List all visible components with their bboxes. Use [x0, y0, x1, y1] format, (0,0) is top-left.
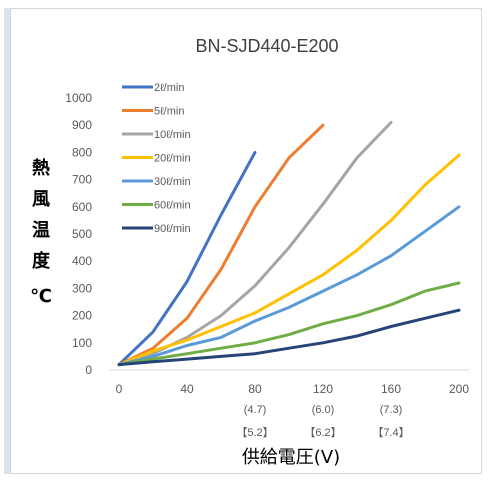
series-line — [117, 123, 325, 367]
y-tick-label: 400 — [72, 254, 92, 268]
legend-label: 20ℓ/min — [154, 153, 191, 165]
y-tick-label: 0 — [85, 363, 92, 377]
x-tick-sublabel: 【5.2】 — [236, 426, 273, 439]
series-line — [117, 205, 461, 367]
legend: 2ℓ/min 5ℓ/min 10ℓ/min 20ℓ/min 30ℓ/min 60ℓ/min… — [122, 82, 191, 235]
x-tick-sublabel: (4.7) — [244, 404, 267, 416]
x-tick-sublabel: (6.0) — [312, 404, 335, 416]
legend-label: 2ℓ/min — [154, 82, 184, 94]
y-tick-label: 1000 — [65, 91, 92, 105]
x-axis-label: 供給電圧(V) — [242, 447, 340, 468]
x-tick-sublabel: 【7.4】 — [372, 426, 409, 439]
legend-label: 5ℓ/min — [154, 106, 184, 118]
y-tick-label: 300 — [72, 281, 92, 295]
x-tick-label: 160 — [381, 382, 401, 396]
y-tick-label: 600 — [72, 200, 92, 214]
series-line — [117, 281, 461, 367]
x-tick-label: 200 — [449, 382, 469, 396]
x-tick-sublabel: 【6.2】 — [304, 426, 341, 439]
legend-label: 10ℓ/min — [154, 129, 191, 141]
x-axis-ticks: 0 40 80 120 160 200 (4.7) 【5.2】 (6.0) 【6.2】 (7.3) 【… — [116, 382, 470, 439]
line-chart: BN-SJD440-E200 熱風温度℃ 供給電圧(V) 0 100 200 300 4… — [30, 36, 470, 468]
x-tick-label: 80 — [248, 382, 262, 396]
y-tick-label: 200 — [72, 309, 92, 323]
x-tick-sublabel: (7.3) — [380, 404, 403, 416]
legend-label: 60ℓ/min — [154, 200, 191, 212]
y-axis-label: 熱風温度℃ — [30, 157, 52, 307]
x-tick-label: 0 — [116, 382, 123, 396]
series-line — [117, 150, 257, 367]
series-line — [117, 153, 461, 367]
series-line — [117, 308, 461, 367]
y-tick-label: 900 — [72, 118, 92, 132]
y-tick-label: 100 — [72, 336, 92, 350]
legend-label: 30ℓ/min — [154, 176, 191, 188]
chart-frame: BN-SJD440-E200 熱風温度℃ 供給電圧(V) 0 100 200 300 4… — [10, 8, 482, 474]
y-tick-label: 700 — [72, 173, 92, 187]
series-lines — [117, 121, 461, 367]
chart-title: BN-SJD440-E200 — [195, 36, 338, 56]
y-tick-label: 500 — [72, 227, 92, 241]
y-tick-label: 800 — [72, 145, 92, 159]
x-tick-label: 120 — [313, 382, 333, 396]
y-axis-ticks: 0 100 200 300 400 500 600 700 800 900 1000 — [65, 91, 92, 377]
y-axis-label-text: 熱風温度℃ — [30, 157, 52, 307]
legend-label: 90ℓ/min — [154, 223, 191, 235]
x-tick-label: 40 — [180, 382, 194, 396]
